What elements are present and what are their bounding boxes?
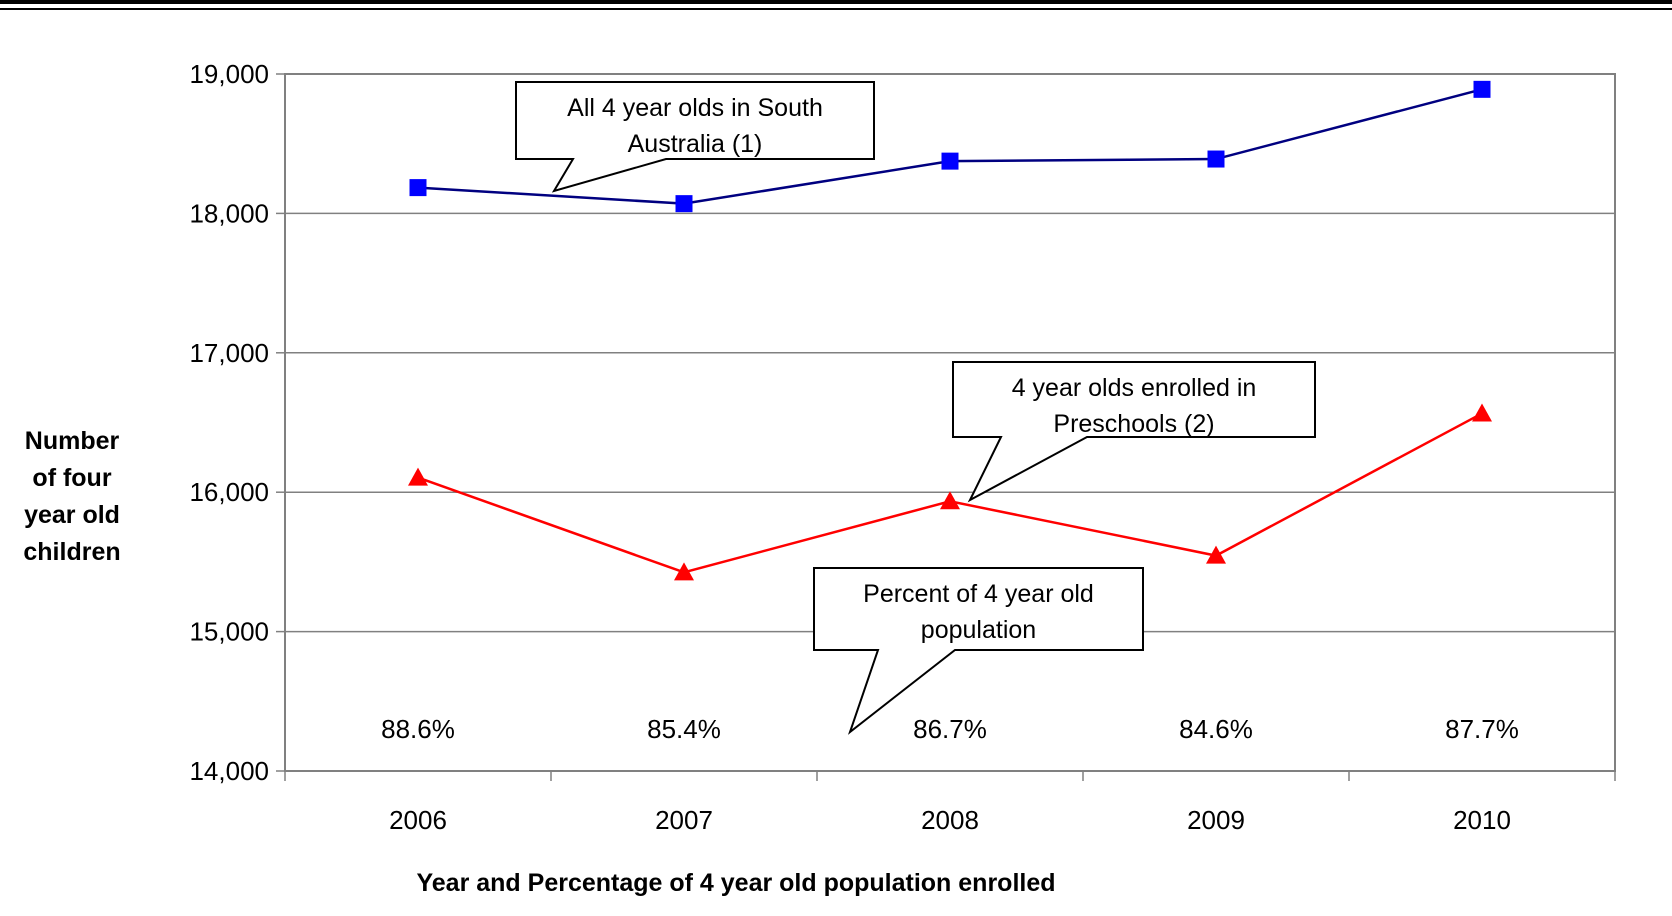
y-axis-ticks: 14,000 15,000 16,000 17,000 18,000 19,000 bbox=[189, 59, 285, 786]
top-rule bbox=[0, 0, 1672, 4]
callout-enrolled-preschools-shape bbox=[952, 361, 1316, 503]
x-tick-label: 2006 bbox=[389, 805, 447, 835]
plot-area-frame bbox=[284, 73, 1616, 772]
x-axis-title: Year and Percentage of 4 year old popula… bbox=[416, 869, 1055, 897]
series-1 bbox=[409, 80, 1491, 213]
y-tick-label: 14,000 bbox=[189, 756, 269, 786]
data-point-triangle bbox=[1472, 403, 1492, 422]
percent-label: 87.7% bbox=[1445, 714, 1519, 744]
percent-labels: 88.6% 85.4% 86.7% 84.6% 87.7% bbox=[381, 714, 1519, 744]
x-tick-label: 2008 bbox=[921, 805, 979, 835]
callout-percent: Percent of 4 year old population bbox=[813, 567, 1144, 735]
data-point-triangle bbox=[1206, 545, 1226, 564]
data-point-triangle bbox=[674, 562, 694, 581]
y-tick-label: 18,000 bbox=[189, 198, 269, 228]
data-point-square bbox=[409, 179, 427, 197]
callout-enrolled-preschools: 4 year olds enrolled in Preschools (2) bbox=[952, 361, 1316, 503]
data-point-square bbox=[1207, 150, 1225, 168]
callout-all-4-year-olds-shape bbox=[515, 81, 875, 193]
data-point-triangle bbox=[408, 467, 428, 486]
percent-label: 86.7% bbox=[913, 714, 987, 744]
callout-all-4-year-olds: All 4 year olds in South Australia (1) bbox=[515, 81, 875, 193]
series-2 bbox=[408, 403, 1492, 581]
top-rule-thin bbox=[0, 8, 1672, 10]
data-point-triangle bbox=[940, 491, 960, 510]
percent-label: 88.6% bbox=[381, 714, 455, 744]
y-tick-label: 17,000 bbox=[189, 338, 269, 368]
callouts: All 4 year olds in South Australia (1) 4 y… bbox=[515, 81, 1316, 735]
x-tick-label: 2009 bbox=[1187, 805, 1245, 835]
data-point-square bbox=[1473, 80, 1491, 98]
callout-all-4-year-olds-text: Australia (1) bbox=[628, 130, 763, 158]
y-axis-title-line: of four bbox=[32, 464, 111, 492]
data-point-square bbox=[941, 152, 959, 170]
callout-enrolled-preschools-text: 4 year olds enrolled in bbox=[1012, 374, 1257, 402]
y-axis-title-line: year old bbox=[24, 501, 120, 529]
callout-enrolled-preschools-text: Preschools (2) bbox=[1053, 410, 1214, 438]
y-axis-title-line: Number bbox=[25, 427, 120, 455]
data-point-square bbox=[675, 195, 693, 213]
callout-percent-text: population bbox=[921, 616, 1036, 644]
y-axis-title: Number of four year old children bbox=[23, 427, 120, 566]
y-tick-label: 15,000 bbox=[189, 617, 269, 647]
x-tick-label: 2007 bbox=[655, 805, 713, 835]
percent-label: 85.4% bbox=[647, 714, 721, 744]
y-tick-label: 19,000 bbox=[189, 59, 269, 89]
callout-percent-shape bbox=[813, 567, 1144, 735]
percent-label: 84.6% bbox=[1179, 714, 1253, 744]
y-axis-title-line: children bbox=[23, 538, 120, 566]
x-axis-ticks: 2006 2007 2008 2009 2010 bbox=[284, 771, 1616, 835]
y-tick-label: 16,000 bbox=[189, 477, 269, 507]
callout-percent-text: Percent of 4 year old bbox=[863, 580, 1094, 608]
series-group bbox=[408, 80, 1492, 581]
x-tick-label: 2010 bbox=[1453, 805, 1511, 835]
callout-all-4-year-olds-text: All 4 year olds in South bbox=[567, 94, 823, 122]
